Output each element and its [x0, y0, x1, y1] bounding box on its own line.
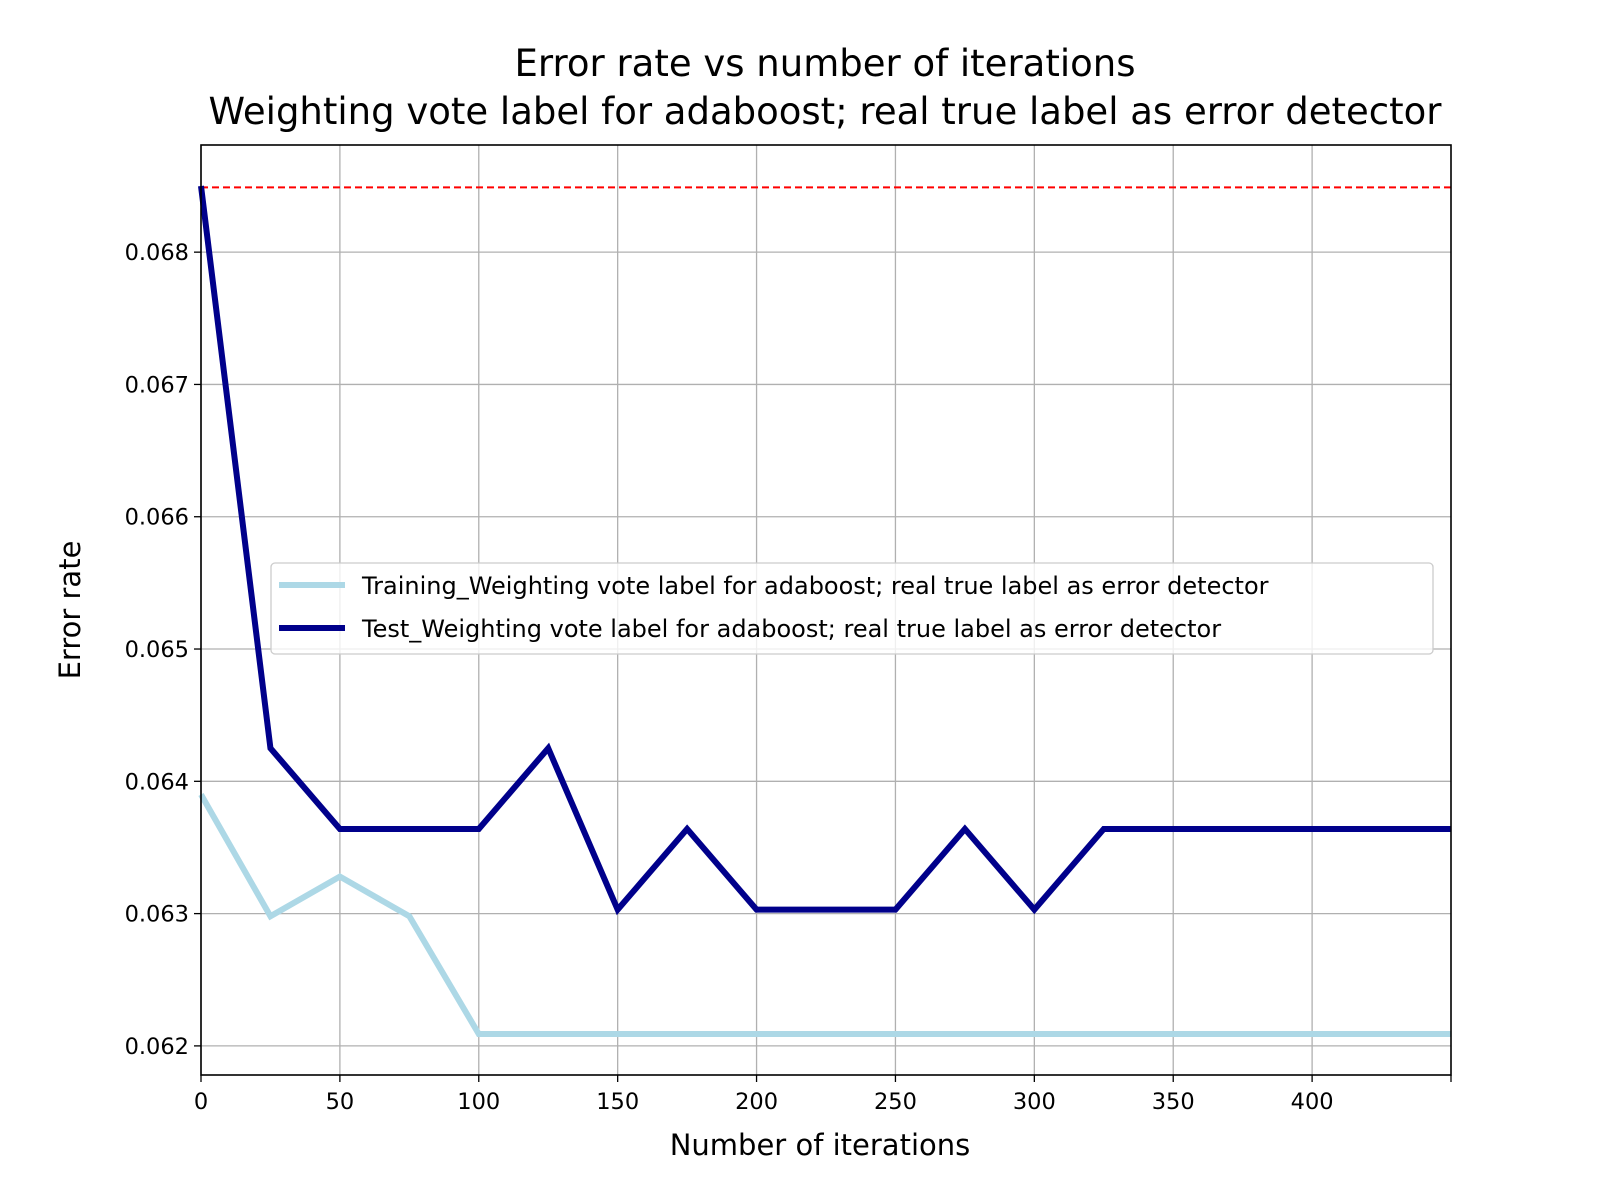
- x-tick-label: 0: [194, 1089, 208, 1115]
- series-lines: [198, 185, 1451, 1037]
- y-tick-label: 0.067: [125, 372, 189, 398]
- x-tick-label: 100: [457, 1089, 500, 1115]
- x-tick-label: 50: [326, 1089, 355, 1115]
- x-tick-label: 400: [1291, 1089, 1334, 1115]
- x-tick-label: 200: [735, 1089, 778, 1115]
- legend-label-training: Training_Weighting vote label for adaboo…: [361, 572, 1269, 600]
- y-tick-label: 0.068: [125, 240, 189, 266]
- legend-label-test: Test_Weighting vote label for adaboost; …: [361, 615, 1221, 643]
- plot-frame: [200, 144, 1452, 1076]
- x-axis-ticks: 0 50 100 150 200 250 300 350 400: [194, 1075, 1452, 1115]
- chart-title-line-2: Weighting vote label for adaboost; real …: [208, 90, 1442, 133]
- test-series-line: [198, 185, 1451, 916]
- grid: [200, 145, 1451, 1075]
- x-tick-label: 150: [596, 1089, 639, 1115]
- y-axis-ticks: 0.062 0.063 0.064 0.065 0.066 0.067 0.068: [125, 240, 201, 1060]
- x-tick-label: 300: [1013, 1089, 1056, 1115]
- legend-box: [270, 562, 1434, 655]
- x-axis-label: Number of iterations: [670, 1128, 971, 1162]
- y-tick-label: 0.064: [125, 769, 189, 795]
- x-tick-label: 350: [1152, 1089, 1195, 1115]
- training-series-line: [198, 793, 1451, 1037]
- y-tick-label: 0.065: [125, 637, 189, 663]
- y-tick-label: 0.066: [125, 505, 189, 531]
- x-tick-label: 250: [874, 1089, 917, 1115]
- y-tick-label: 0.063: [125, 902, 189, 928]
- y-axis-label: Error rate: [53, 541, 87, 680]
- chart-title-line-1: Error rate vs number of iterations: [515, 42, 1136, 85]
- y-tick-label: 0.062: [125, 1034, 189, 1060]
- legend: Training_Weighting vote label for adaboo…: [270, 562, 1434, 655]
